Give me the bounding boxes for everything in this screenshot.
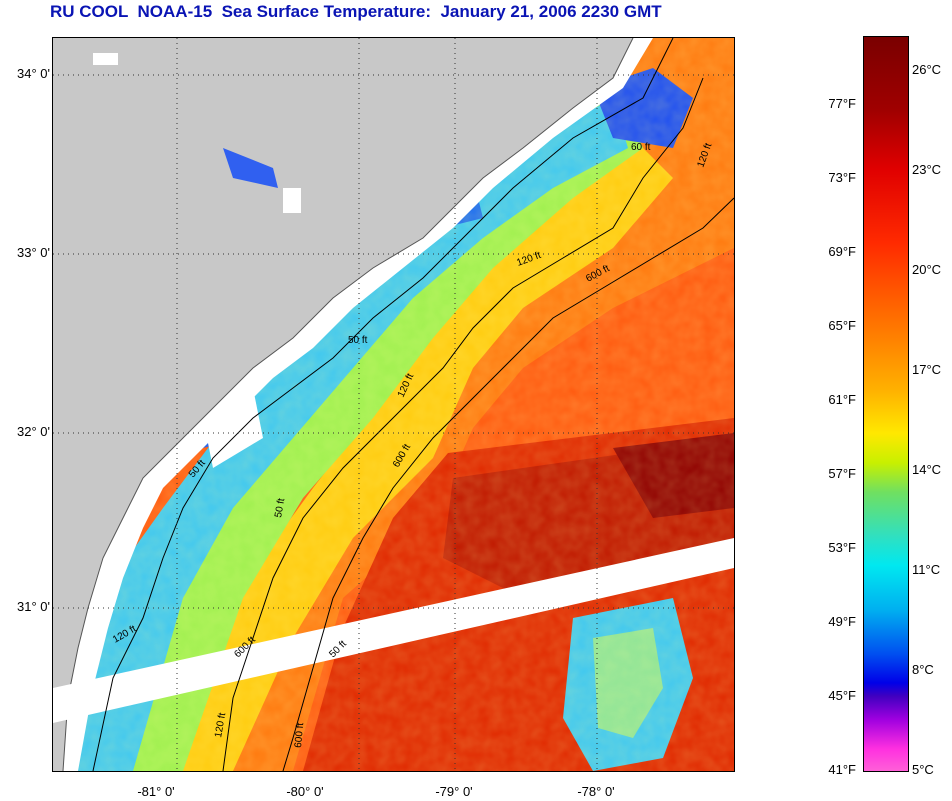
land-mass — [53, 38, 633, 771]
lon-label: -80° 0' — [286, 784, 324, 799]
lat-label: 31° 0' — [17, 599, 50, 614]
colorbar-c-label: 26°C — [912, 62, 942, 77]
contour-120ft — [222, 77, 704, 771]
colorbar-f-label: 49°F — [828, 614, 856, 629]
contour-label: 60 ft — [631, 142, 651, 153]
contour-label: 600 ft — [293, 722, 306, 748]
lon-label: -79° 0' — [435, 784, 473, 799]
contour-50ft — [92, 38, 674, 771]
lat-label: 33° 0' — [17, 245, 50, 260]
colorbar-c-label: 14°C — [912, 462, 942, 477]
coastline — [62, 38, 634, 771]
lat-lon-grid — [53, 38, 734, 771]
map-title: RU COOL NOAA-15 Sea Surface Temperature:… — [50, 2, 662, 21]
colorbar-f-label: 77°F — [828, 96, 856, 111]
contour-label: 120 ft — [213, 712, 228, 739]
colorbar-f-label: 69°F — [828, 244, 856, 259]
colorbar-c-label: 20°C — [912, 262, 942, 277]
colorbar-f-label: 65°F — [828, 318, 856, 333]
lat-label: 34° 0' — [17, 66, 50, 81]
colorbar-f-label: 41°F — [828, 762, 856, 777]
colorbar-f-label: 53°F — [828, 540, 856, 555]
contour-label: 50 ft — [273, 497, 287, 518]
satellite-swath-gap — [53, 538, 734, 723]
colorbar-c-label: 8°C — [912, 662, 934, 677]
sst-map: 60 ft 120 ft 600 ft 120 ft 50 ft 120 ft … — [52, 37, 735, 772]
contour-600ft — [282, 197, 734, 771]
contour-label: 50 ft — [348, 335, 368, 346]
colorbar-f-label: 57°F — [828, 466, 856, 481]
lat-label: 32° 0' — [17, 424, 50, 439]
colorbar-f-label: 45°F — [828, 688, 856, 703]
colorbar-c-label: 5°C — [912, 762, 934, 777]
lon-label: -78° 0' — [577, 784, 615, 799]
colorbar-f-label: 73°F — [828, 170, 856, 185]
temperature-colorbar — [863, 36, 909, 772]
colorbar-c-label: 11°C — [912, 562, 941, 577]
colorbar-c-label: 17°C — [912, 362, 942, 377]
sst-map-canvas: 60 ft 120 ft 600 ft 120 ft 50 ft 120 ft … — [53, 38, 734, 771]
lon-label: -81° 0' — [137, 784, 175, 799]
colorbar-f-label: 61°F — [828, 392, 856, 407]
colorbar-c-label: 23°C — [912, 162, 942, 177]
